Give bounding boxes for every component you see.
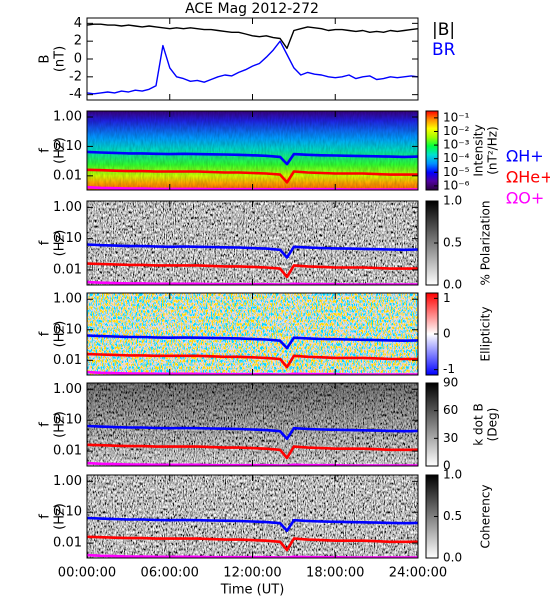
legend-entry: ΩHe+ (506, 168, 550, 187)
colorbar-tick-label: 60 (443, 403, 458, 417)
y-tick-label: 0.10 (53, 413, 82, 428)
colorbar-label: Intensity (472, 124, 486, 176)
y-axis-label: f (38, 331, 53, 336)
colorbar-label: % Polarization (479, 201, 493, 286)
data-line (87, 516, 418, 533)
data-line (87, 23, 418, 49)
y-tick-label: 0.01 (53, 536, 82, 551)
x-tick-label: 18:00:00 (306, 566, 364, 581)
colorbar-tick-label: 1.0 (443, 468, 462, 482)
y-tick-label: 0.10 (53, 139, 82, 154)
y-tick-label: -2 (69, 69, 82, 84)
colorbar-label: k dot B (472, 403, 486, 445)
data-line (87, 352, 418, 369)
colorbar-tick-label: 0.0 (443, 551, 462, 565)
legend-entry: ΩO+ (506, 189, 544, 208)
x-tick-label: 00:00:00 (58, 566, 116, 581)
data-line (87, 334, 418, 350)
legend-entry: BR (432, 40, 456, 60)
colorbar-tick-label: 10⁻³ (443, 138, 470, 152)
colorbar-tick-label: 1 (443, 291, 451, 305)
data-line (87, 40, 418, 95)
y-axis-label: (Hz) (53, 137, 68, 164)
spectrogram-texture (87, 475, 418, 558)
data-line (87, 150, 418, 166)
y-tick-label: 4 (74, 16, 82, 31)
y-axis-label: (nT) (53, 46, 68, 72)
y-tick-label: 0.10 (53, 231, 82, 246)
y-tick-label: 0.01 (53, 262, 82, 277)
colorbar-tick-label: 0 (443, 459, 451, 473)
colorbar-tick-label: 10⁻⁵ (443, 165, 470, 179)
data-line (87, 168, 418, 184)
spectrogram-texture (87, 293, 418, 375)
data-line (87, 243, 418, 259)
y-axis-label: f (38, 240, 53, 245)
colorbar-tick-label: 10⁻¹ (443, 110, 470, 124)
y-axis-label: (Hz) (53, 503, 68, 530)
colorbar-tick-label: 10⁻⁴ (443, 151, 470, 165)
data-line (87, 262, 418, 279)
colorbar-tick-label: -1 (443, 362, 455, 376)
spectrogram-texture (87, 201, 418, 285)
colorbar-label: Coherency (479, 484, 493, 548)
colorbar-label: Ellipticity (479, 307, 493, 362)
x-tick-label: 12:00:00 (223, 566, 281, 581)
colorbar-tick-label: 30 (443, 431, 458, 445)
y-axis-label: (Hz) (53, 321, 68, 348)
y-tick-label: 1.00 (53, 292, 82, 307)
legend-entry: ΩH+ (506, 147, 544, 166)
x-tick-label: 24:00:00 (389, 566, 447, 581)
y-tick-label: 0.01 (53, 444, 82, 459)
y-tick-label: 0 (74, 52, 82, 67)
data-line (87, 443, 418, 460)
spectrogram-texture (87, 111, 418, 190)
data-line (87, 424, 418, 441)
y-axis-label: f (38, 514, 53, 519)
colorbar-label: (Deg) (486, 408, 500, 442)
y-tick-label: 0.10 (53, 505, 82, 520)
colorbar-tick-label: 90 (443, 376, 458, 390)
colorbar-tick-label: 0.5 (443, 509, 462, 523)
y-tick-label: 1.00 (53, 200, 82, 215)
colorbar-tick-label: 0.0 (443, 278, 462, 292)
y-tick-label: -4 (69, 87, 82, 102)
y-axis-label: f (38, 148, 53, 153)
y-axis-label: f (38, 422, 53, 427)
colorbar-tick-label: 0.5 (443, 236, 462, 250)
x-axis-label: Time (UT) (220, 583, 285, 598)
legend-entry: |B| (432, 20, 455, 40)
y-tick-label: 1.00 (53, 110, 82, 125)
figure-title: ACE Mag 2012-272 (185, 1, 319, 17)
colorbar-tick-label: 1.0 (443, 194, 462, 208)
data-line (87, 535, 418, 552)
y-axis-label: (Hz) (53, 411, 68, 438)
y-tick-label: 1.00 (53, 474, 82, 489)
y-axis-label: (Hz) (53, 230, 68, 257)
colorbar-tick-label: 0 (443, 327, 451, 341)
x-tick-label: 06:00:00 (141, 566, 199, 581)
y-tick-label: 0.01 (53, 168, 82, 183)
spectrogram-shade (87, 383, 418, 466)
plot-frame (86, 17, 419, 101)
y-tick-label: 1.00 (53, 382, 82, 397)
y-axis-label: B (38, 55, 53, 64)
colorbar (425, 110, 439, 191)
y-tick-label: 0.10 (53, 322, 82, 337)
colorbar-label: (nT²/Hz) (486, 126, 500, 174)
colorbar (425, 382, 439, 467)
y-tick-label: 2 (74, 34, 82, 49)
colorbar-tick-label: 10⁻² (443, 124, 470, 138)
y-tick-label: 0.01 (53, 353, 82, 368)
colorbar-tick-label: 10⁻⁶ (443, 178, 470, 192)
